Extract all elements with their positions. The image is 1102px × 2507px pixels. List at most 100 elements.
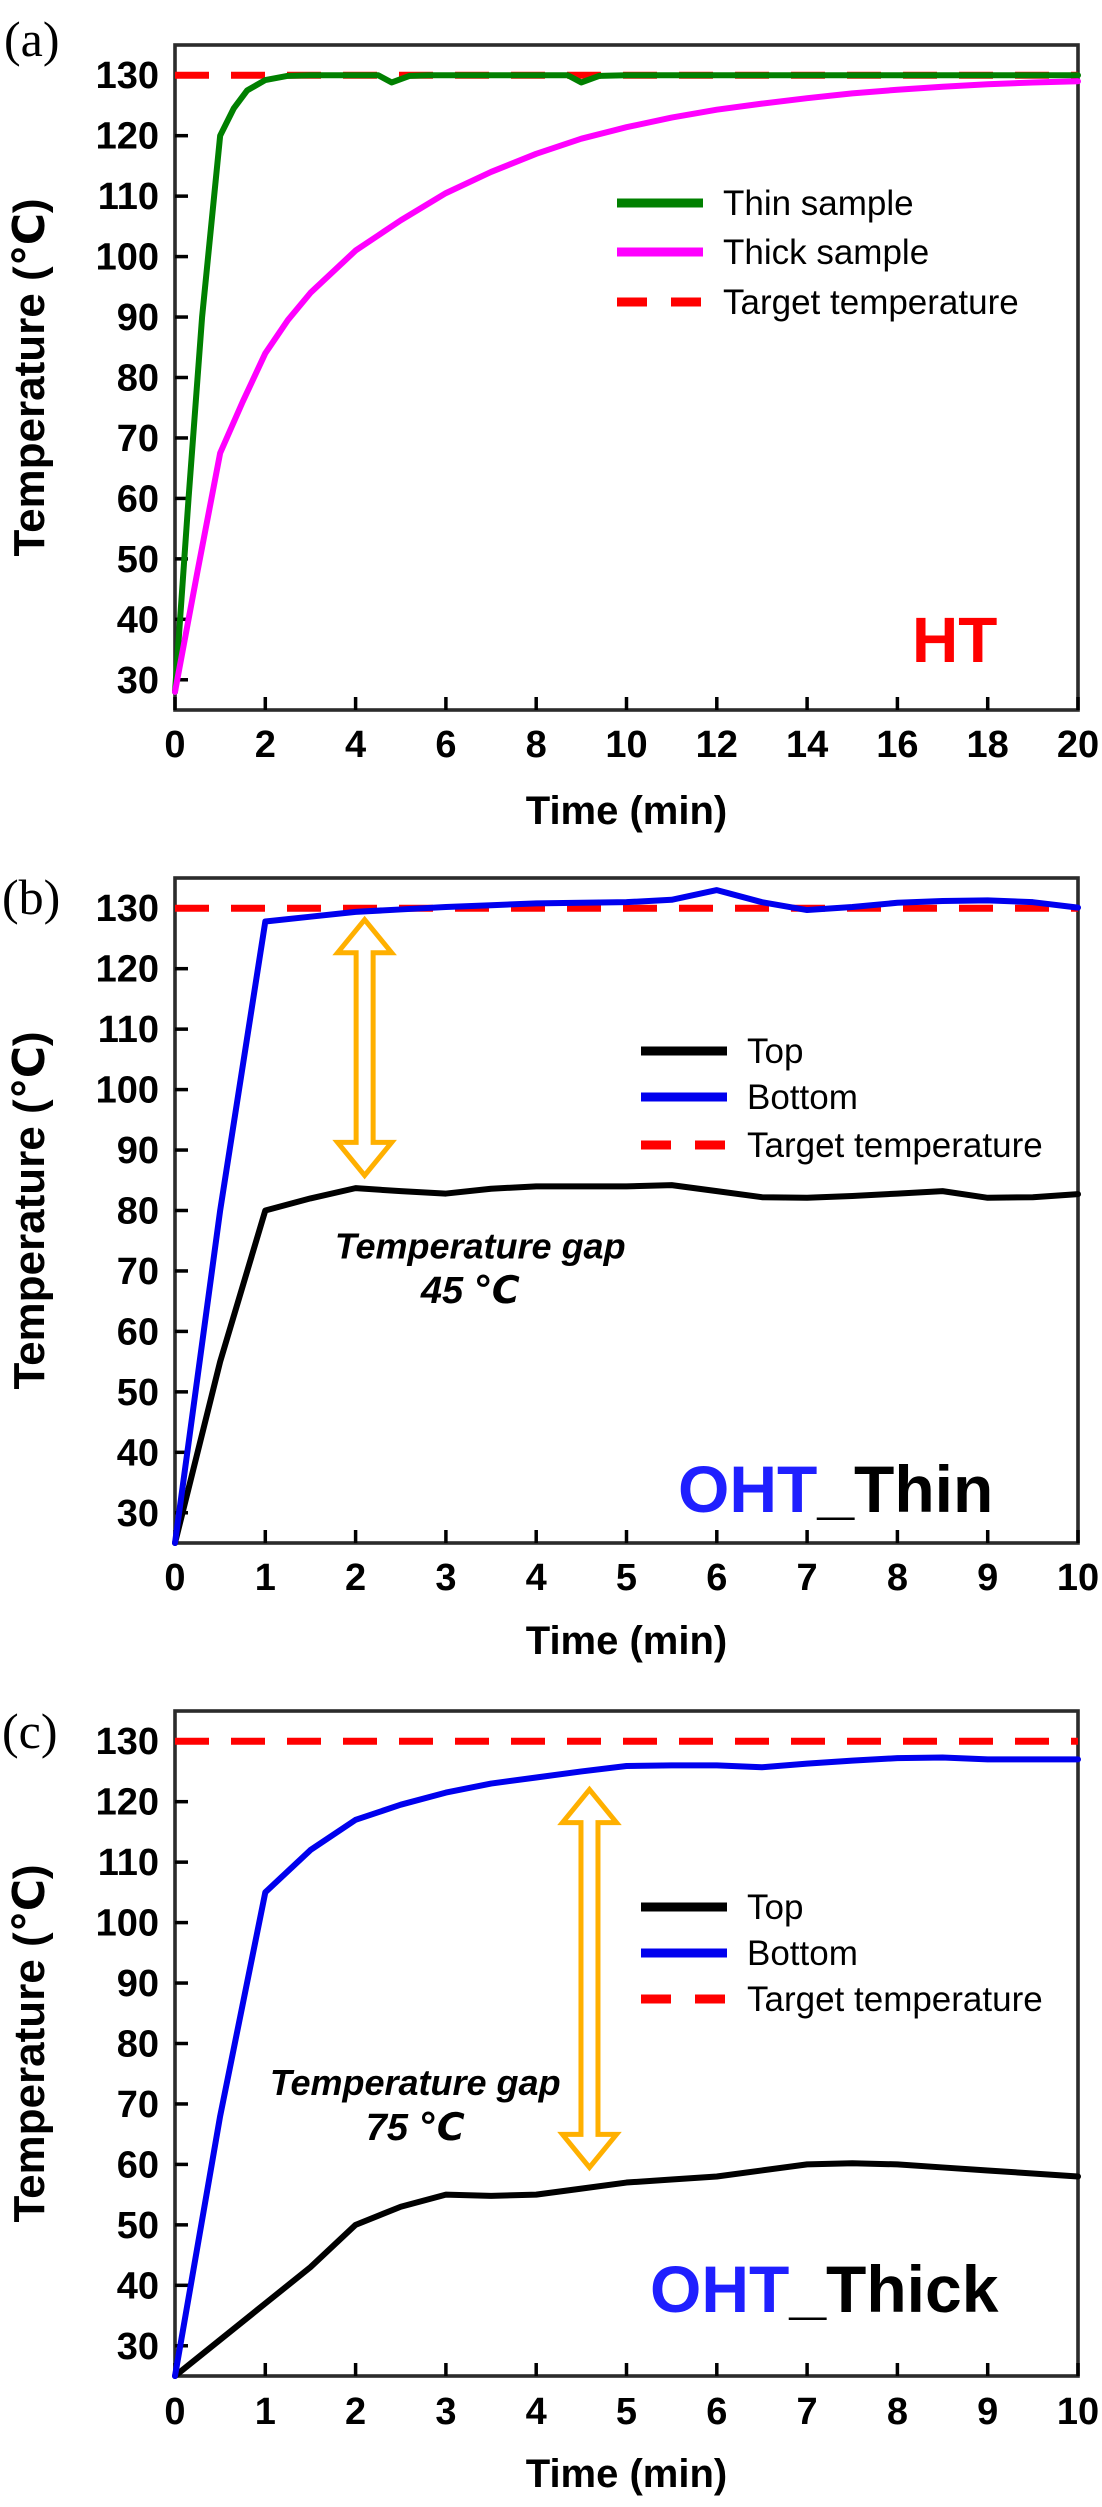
y-tick-label-c: 70 (117, 2084, 159, 2126)
x-tick-label-b: 3 (435, 1557, 456, 1599)
x-tick-label-a: 6 (435, 724, 456, 766)
y-axis-title-b: Temperature (℃) (5, 1031, 54, 1389)
panel-c-label: (c) (2, 1703, 58, 1759)
y-tick-label-b: 100 (96, 1070, 159, 1112)
annotation-text-c: 75 ℃ (366, 2107, 465, 2149)
y-tick-label-c: 120 (96, 1782, 159, 1824)
x-tick-label-c: 5 (616, 2391, 637, 2433)
series-line-thin-sample-a (172, 72, 1081, 695)
x-tick-label-a: 4 (345, 724, 366, 766)
annotation-text-b: Temperature gap (335, 1225, 626, 1266)
x-tick-label-a: 14 (786, 724, 828, 766)
x-tick-label-b: 10 (1057, 1557, 1099, 1599)
legend-label-bottom-c: Bottom (747, 1934, 858, 1973)
y-tick-label-c: 110 (98, 1842, 159, 1884)
y-tick-label-c: 130 (96, 1721, 159, 1763)
y-axis-title-a: Temperature (℃) (5, 198, 54, 556)
legend-label-target-temperature-c: Target temperature (747, 1980, 1043, 2019)
x-tick-label-b: 1 (255, 1557, 276, 1599)
x-axis-title-a: Time (min) (526, 789, 728, 833)
y-tick-label-a: 30 (117, 660, 159, 702)
y-tick-label-a: 100 (96, 237, 159, 279)
x-tick-label-b: 4 (526, 1557, 547, 1599)
y-tick-label-b: 110 (98, 1009, 159, 1051)
y-tick-label-b: 90 (117, 1130, 159, 1172)
panel-a-label: (a) (4, 11, 60, 67)
legend-label-target-temperature-a: Target temperature (723, 283, 1019, 322)
y-tick-label-b: 120 (96, 949, 159, 991)
y-tick-label-b: 50 (117, 1372, 159, 1414)
corner-label-c: OHT_Thick (650, 2252, 999, 2326)
corner-label-part: OHT (650, 2252, 789, 2326)
x-tick-label-c: 2 (345, 2391, 366, 2433)
corner-label-part: HT (912, 604, 997, 676)
legend-label-thick-sample-a: Thick sample (723, 233, 929, 272)
corner-label-part: _Thin (816, 1452, 993, 1526)
y-tick-label-a: 90 (117, 297, 159, 339)
y-tick-label-b: 70 (117, 1251, 159, 1293)
x-tick-label-a: 0 (164, 724, 185, 766)
y-tick-label-c: 40 (117, 2265, 159, 2307)
corner-label-part: _Thick (788, 2252, 998, 2326)
x-axis-title-c: Time (min) (526, 2452, 728, 2496)
x-tick-label-b: 8 (887, 1557, 908, 1599)
legend-label-bottom-b: Bottom (747, 1078, 858, 1117)
y-tick-label-c: 90 (117, 1963, 159, 2005)
temperature-gap-arrow-b (332, 915, 397, 1180)
legend-label-top-c: Top (747, 1888, 803, 1927)
y-tick-label-c: 100 (96, 1903, 159, 1945)
y-tick-label-c: 30 (117, 2326, 159, 2368)
y-tick-label-a: 120 (96, 116, 159, 158)
x-tick-label-b: 9 (977, 1557, 998, 1599)
x-tick-label-a: 8 (526, 724, 547, 766)
y-tick-label-a: 130 (96, 55, 159, 97)
corner-label-part: OHT (678, 1452, 817, 1526)
panel-b-label: (b) (2, 869, 61, 925)
y-tick-label-b: 30 (117, 1493, 159, 1535)
x-tick-label-c: 0 (164, 2391, 185, 2433)
y-tick-label-b: 60 (117, 1311, 159, 1353)
y-tick-label-a: 50 (117, 539, 159, 581)
x-tick-label-c: 1 (255, 2391, 276, 2433)
y-tick-label-c: 50 (117, 2205, 159, 2247)
y-tick-label-a: 70 (117, 418, 159, 460)
x-tick-label-a: 12 (696, 724, 738, 766)
y-tick-label-c: 60 (117, 2144, 159, 2186)
x-tick-label-b: 5 (616, 1557, 637, 1599)
chart-panel-b: 30 40 50 60 70 80 90 100 110 120 130 0 1 2 3 4 5 6 7 8 9 10 Ti… (5, 876, 1099, 1663)
series-line-bottom-c (172, 1754, 1081, 2379)
x-tick-label-c: 8 (887, 2391, 908, 2433)
legend-label-thin-sample-a: Thin sample (723, 184, 914, 223)
series-line-thick-sample-a (172, 78, 1081, 695)
chart-panel-c: 30 40 50 60 70 80 90 100 110 120 130 0 1 2 3 4 5 6 7 8 9 10 Ti… (5, 1709, 1099, 2496)
series-line-bottom-b (172, 887, 1081, 1546)
x-tick-label-c: 3 (435, 2391, 456, 2433)
y-tick-label-a: 60 (117, 478, 159, 520)
y-tick-label-c: 80 (117, 2024, 159, 2066)
x-tick-label-c: 6 (706, 2391, 727, 2433)
corner-label-b: OHT_Thin (678, 1452, 993, 1526)
annotation-text-b: 45 ℃ (420, 1270, 520, 1312)
x-tick-label-b: 2 (345, 1557, 366, 1599)
x-tick-label-c: 9 (977, 2391, 998, 2433)
series-line-top-c (172, 2160, 1081, 2379)
plot-frame-b (173, 876, 1080, 1545)
y-tick-label-a: 40 (117, 599, 159, 641)
x-tick-label-c: 10 (1057, 2391, 1099, 2433)
x-tick-label-a: 20 (1057, 724, 1099, 766)
x-tick-label-a: 18 (967, 724, 1009, 766)
x-tick-label-b: 7 (797, 1557, 818, 1599)
annotation-text-c: Temperature gap (270, 2062, 561, 2103)
series-line-top-b (172, 1182, 1081, 1546)
y-tick-label-b: 80 (117, 1191, 159, 1233)
x-tick-label-a: 10 (605, 724, 647, 766)
corner-label-a: HT (912, 604, 997, 676)
x-tick-label-b: 6 (706, 1557, 727, 1599)
y-tick-label-a: 110 (98, 176, 159, 218)
chart-panel-a: 30 40 50 60 70 80 90 100 110 120 130 0 2 4 6 8 10 12 14 16 1… (5, 43, 1099, 833)
x-tick-label-a: 16 (876, 724, 918, 766)
x-tick-label-c: 7 (797, 2391, 818, 2433)
y-tick-label-a: 80 (117, 358, 159, 400)
x-tick-label-a: 2 (255, 724, 276, 766)
